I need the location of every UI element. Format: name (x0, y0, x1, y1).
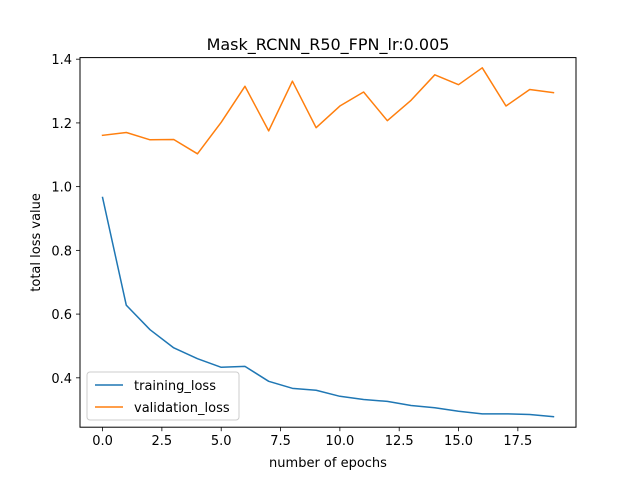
x-tick-label: 5.0 (211, 434, 232, 449)
x-tick-label: 17.5 (503, 434, 532, 449)
x-tick-label: 7.5 (270, 434, 291, 449)
series-line-training-loss (101, 196, 555, 418)
y-tick-label: 0.8 (51, 244, 72, 259)
axes-frame (79, 57, 577, 428)
y-tick-label: 0.4 (51, 372, 72, 387)
x-tick-label: 15.0 (444, 434, 473, 449)
chart-title: Mask_RCNN_R50_FPN_lr:0.005 (207, 35, 450, 55)
y-tick-label: 1.0 (51, 181, 72, 196)
x-tick-label: 2.5 (152, 434, 173, 449)
x-tick-label: 10.0 (325, 434, 354, 449)
y-tick-label: 1.2 (51, 117, 72, 132)
x-axis-label: number of epochs (269, 456, 387, 471)
y-tick-label: 0.6 (51, 308, 72, 323)
series-line-validation-loss (101, 67, 555, 155)
y-axis-label: total loss value (29, 193, 44, 292)
series-layer (101, 67, 555, 418)
x-tick-label: 12.5 (385, 434, 414, 449)
legend: training_loss validation_loss (86, 371, 240, 421)
legend-box (86, 371, 240, 421)
ticks-layer: 0.0 2.5 5.0 7.5 10.0 12.5 15.0 17.5 0.4 0.6 0.8 1.0… (51, 53, 532, 449)
x-tick-label: 0.0 (92, 434, 113, 449)
y-tick-label: 1.4 (51, 53, 72, 68)
legend-label-validation-loss: validation_loss (134, 401, 230, 416)
legend-label-training-loss: training_loss (134, 379, 216, 394)
